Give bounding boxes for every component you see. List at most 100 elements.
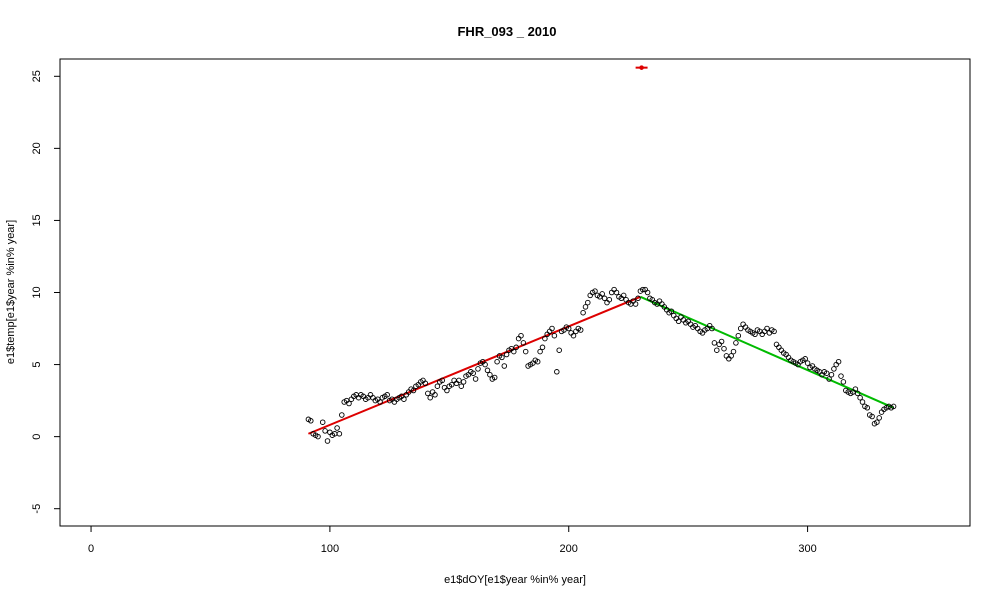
data-point (728, 353, 734, 359)
data-point (518, 332, 524, 339)
data-point (864, 405, 871, 411)
data-point (714, 347, 720, 353)
data-point (401, 396, 407, 402)
plot-frame (59, 58, 971, 527)
data-point (826, 376, 832, 382)
data-point (534, 358, 541, 365)
data-point (752, 331, 758, 338)
data-point (709, 325, 715, 332)
data-point (857, 394, 863, 401)
y-tick-label: 25 (31, 70, 43, 82)
data-point (422, 380, 429, 387)
data-point (585, 299, 591, 306)
data-point (840, 379, 847, 385)
data-point (876, 415, 882, 421)
data-point (520, 340, 527, 346)
data-point (434, 383, 441, 389)
data-point (339, 412, 345, 418)
data-point (494, 358, 500, 365)
fit-lines (308, 295, 894, 435)
y-tick-label: -5 (31, 504, 43, 514)
data-point (854, 390, 861, 397)
data-points (305, 286, 897, 444)
data-point (537, 348, 543, 355)
data-point (511, 348, 517, 355)
data-point (554, 369, 560, 375)
data-point (472, 376, 479, 382)
data-point (432, 392, 438, 398)
data-point (319, 419, 326, 425)
y-axis: -5 0 5 10 15 20 25 (31, 70, 61, 514)
data-point (730, 348, 737, 355)
data-point (852, 386, 859, 392)
data-point (315, 433, 321, 440)
data-point (456, 377, 462, 384)
data-point (835, 358, 842, 365)
y-axis-label: e1$temp[e1$year %in% year] (5, 220, 17, 364)
marker-point (639, 65, 644, 70)
data-point (556, 347, 562, 353)
data-point (542, 335, 548, 342)
chart-title: FHR_093 _ 2010 (457, 24, 556, 39)
data-point (635, 295, 641, 302)
data-point (582, 304, 589, 310)
y-tick-label: 5 (31, 362, 43, 368)
data-point (384, 392, 390, 398)
data-point (577, 327, 584, 333)
data-point (620, 292, 627, 299)
data-point (599, 291, 605, 297)
data-point (890, 403, 897, 410)
data-point (491, 374, 498, 381)
data-point (334, 425, 340, 431)
data-point (733, 340, 739, 346)
x-tick-label: 300 (798, 543, 816, 555)
data-point (859, 399, 866, 405)
x-tick-label: 100 (321, 543, 339, 555)
data-point (458, 383, 465, 389)
data-point (475, 366, 481, 372)
data-point (771, 328, 777, 335)
data-point (823, 370, 830, 376)
x-axis-label: e1$dOY[e1$year %in% year] (444, 574, 586, 586)
data-point (513, 344, 519, 351)
data-point (549, 325, 555, 332)
data-point (764, 325, 770, 332)
data-point (735, 332, 742, 339)
data-point (308, 418, 314, 424)
data-point (675, 318, 682, 325)
data-point (644, 289, 651, 296)
data-point (487, 371, 493, 378)
data-point (718, 338, 725, 345)
data-point (802, 356, 808, 362)
x-tick-label: 0 (88, 543, 94, 555)
data-point (580, 309, 586, 316)
data-point (336, 431, 343, 437)
x-axis: 0 100 200 300 (88, 525, 817, 555)
data-point (377, 399, 383, 405)
data-point (425, 390, 431, 397)
data-point (501, 363, 508, 369)
data-point (838, 373, 844, 379)
outlier-marker (635, 65, 648, 70)
data-point (565, 325, 572, 332)
data-point (444, 387, 450, 394)
data-point (439, 377, 445, 384)
data-point (539, 344, 546, 351)
data-point (522, 348, 529, 355)
data-point (551, 332, 558, 339)
data-point (831, 366, 837, 372)
data-point (592, 288, 598, 294)
data-point (570, 332, 577, 339)
data-point (322, 428, 328, 434)
data-point (427, 394, 433, 401)
data-point (448, 381, 455, 388)
data-point (869, 413, 875, 420)
fit-line-1 (308, 295, 641, 435)
data-point (874, 419, 880, 425)
y-tick-label: 10 (31, 286, 43, 298)
x-tick-label: 200 (560, 543, 578, 555)
data-point (613, 289, 620, 296)
y-tick-label: 20 (31, 142, 43, 154)
data-point (484, 367, 491, 374)
